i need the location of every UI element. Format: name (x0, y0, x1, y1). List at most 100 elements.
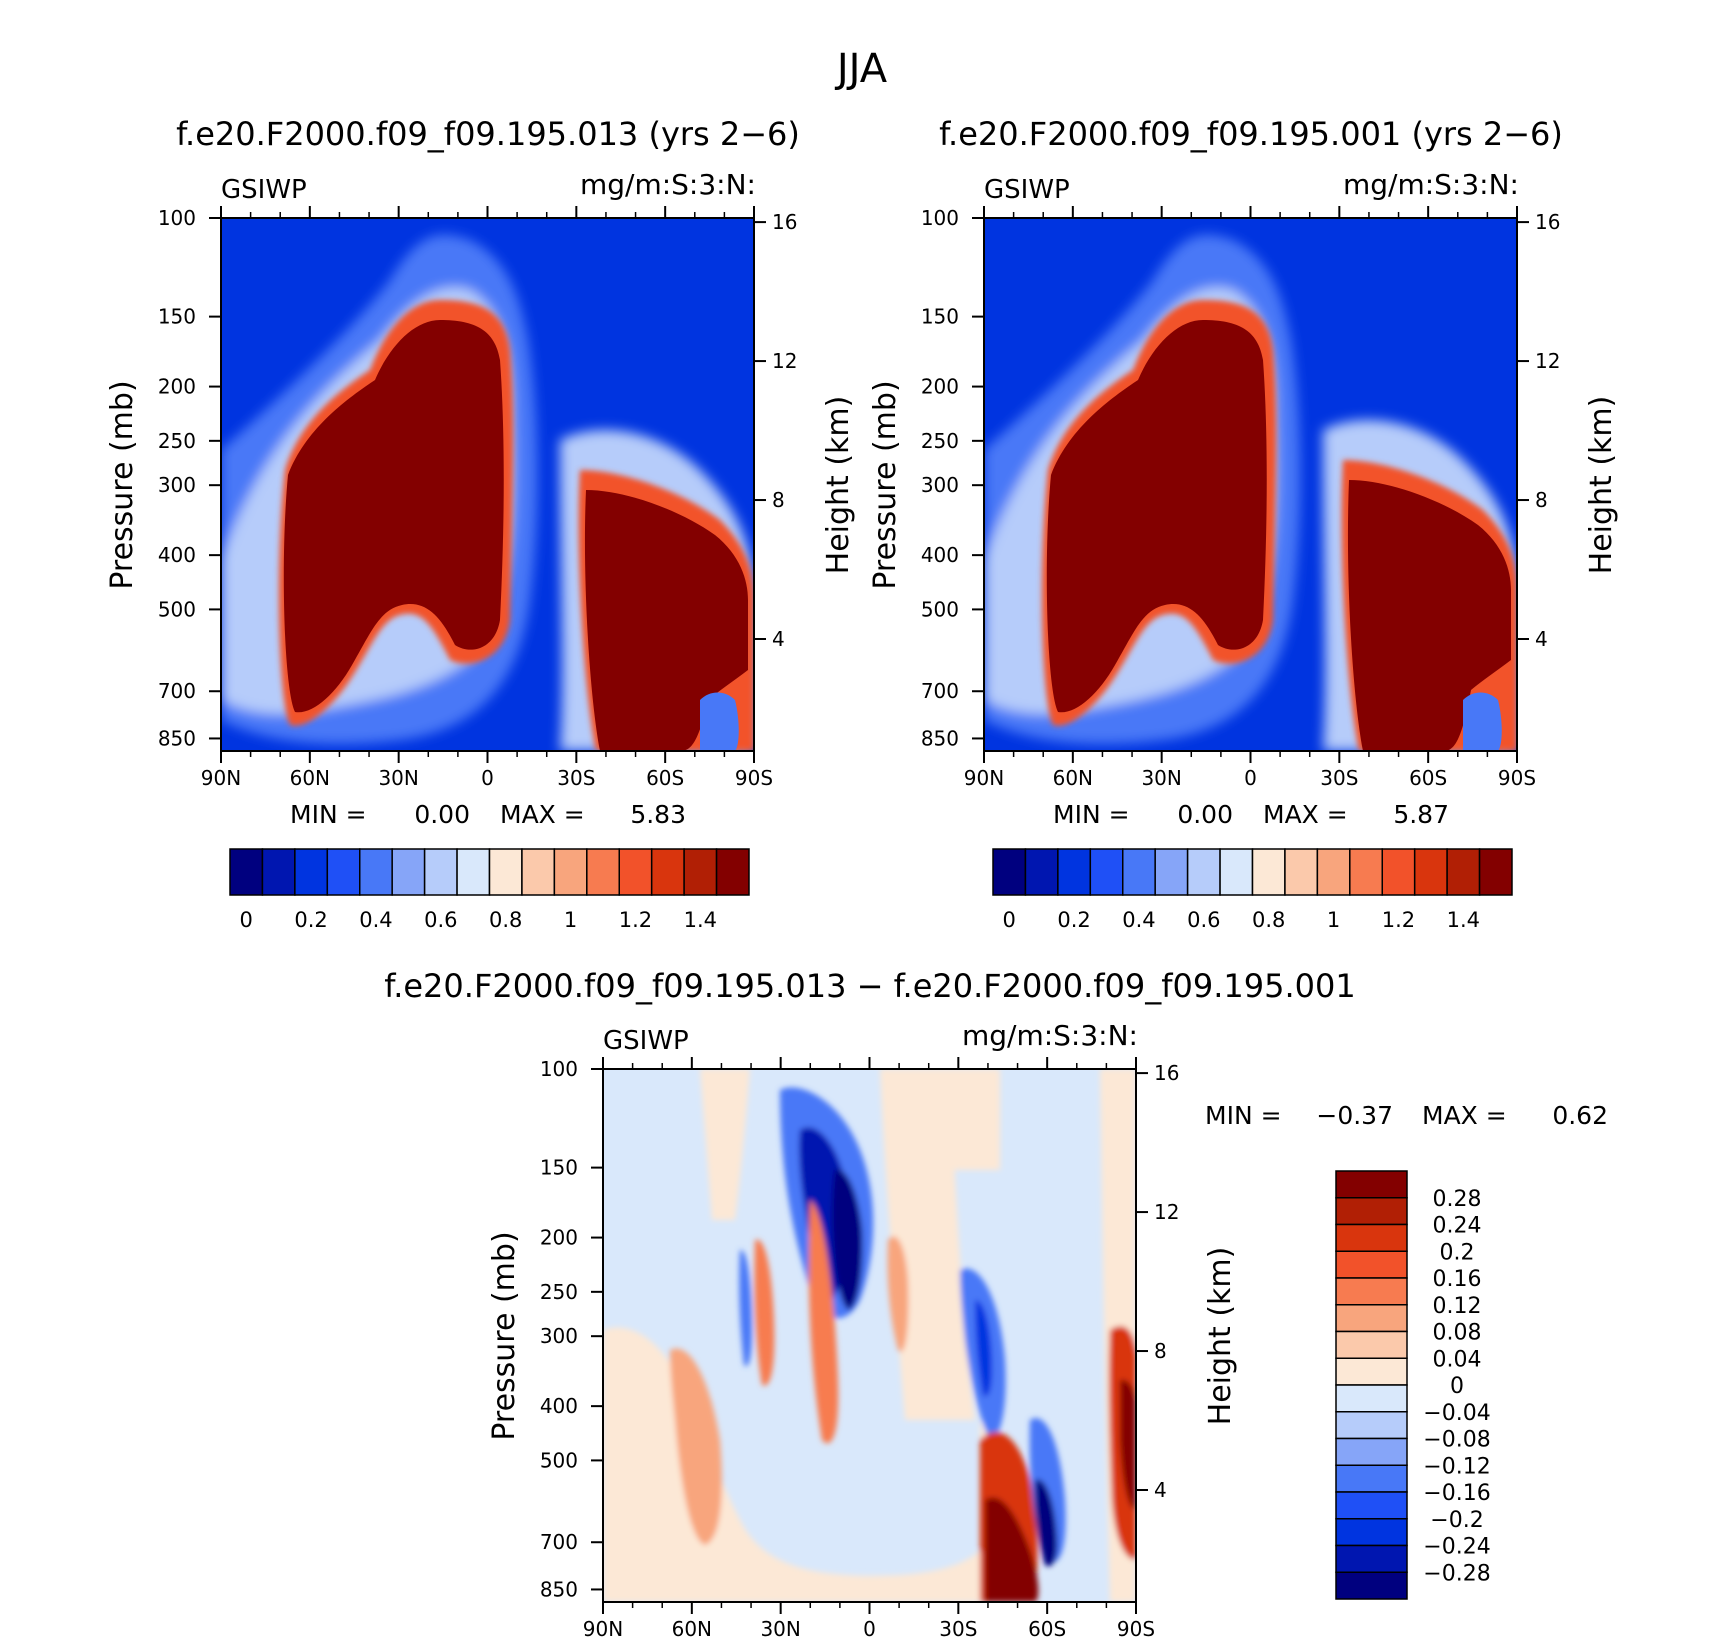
colorbar-swatch (261, 848, 296, 896)
colorbar-swatch (1335, 1571, 1408, 1600)
colorbar-swatch (715, 848, 750, 896)
colorbar-label: 1.2 (1382, 908, 1415, 932)
colorbar-swatch (1057, 848, 1092, 896)
x-tick-label: 30N (378, 766, 418, 790)
y-tick-label: 700 (540, 1530, 578, 1554)
colorbar-swatch (1335, 1544, 1408, 1573)
colorbar-swatch (1251, 848, 1286, 896)
colorbar-label: −0.2 (1430, 1508, 1483, 1533)
y2-tick-label: 12 (1154, 1200, 1179, 1224)
colorbar-swatch (1335, 1411, 1408, 1440)
colorbar-swatch (423, 848, 458, 896)
colorbar-swatch (391, 848, 426, 896)
panel-diff-title: f.e20.F2000.f09_f09.195.013 − f.e20.F200… (384, 967, 1356, 1005)
y-tick-label: 400 (921, 543, 959, 567)
colorbar-swatch (1024, 848, 1059, 896)
panel-diff-max-value: 0.62 (1552, 1101, 1608, 1130)
x-tick-label: 60S (1409, 766, 1447, 790)
x-tick-label: 90N (201, 766, 241, 790)
colorbar-swatch (1335, 1223, 1408, 1252)
x-tick-label: 30S (1320, 766, 1358, 790)
colorbar-swatch (1335, 1384, 1408, 1413)
colorbar-swatch (1335, 1304, 1408, 1333)
colorbar-label: −0.08 (1423, 1428, 1490, 1453)
colorbar-swatch (1186, 848, 1221, 896)
y2-tick-label: 8 (1535, 488, 1548, 512)
y2-tick-label: 16 (1535, 210, 1560, 234)
panel-diff-left-label: GSIWP (603, 1026, 689, 1056)
panel-diff-x-axis: 90N 60N 30N 0 30S 60S 90S (583, 1057, 1155, 1639)
colorbar-swatch (294, 848, 329, 896)
panel-diff-y2label: Height (km) (1203, 1247, 1238, 1426)
x-tick-label: 0 (863, 1617, 876, 1639)
panel-013-x-axis: 90N 60N 30N 0 30S 60S 90S (201, 206, 773, 790)
colorbar-label: 1.2 (619, 908, 652, 932)
colorbar-swatch (1349, 848, 1383, 896)
colorbar-label: 0.08 (1433, 1321, 1482, 1346)
panel-001-right-label: mg/m:S:3:N: (1343, 168, 1519, 201)
colorbar-swatch (586, 848, 620, 896)
x-tick-label: 0 (481, 766, 494, 790)
x-tick-label: 60S (646, 766, 684, 790)
panel-013-left-label: GSIWP (221, 175, 307, 205)
panel-013-y2label: Height (km) (821, 396, 856, 575)
colorbar-swatch (521, 848, 556, 896)
y-tick-label: 100 (540, 1057, 578, 1081)
y-tick-label: 500 (921, 597, 959, 621)
panel-001-y2label: Height (km) (1584, 396, 1619, 575)
y-tick-label: 850 (540, 1577, 578, 1601)
y-tick-label: 850 (921, 726, 959, 750)
colorbar-swatch (1122, 848, 1156, 896)
colorbar-label: 0 (240, 908, 253, 932)
panel-013-min-value: 0.00 (414, 800, 470, 829)
colorbar-label: 0.6 (1187, 908, 1220, 932)
colorbar-swatch (1446, 848, 1481, 896)
colorbar-label: −0.16 (1423, 1481, 1490, 1506)
colorbar-label: 0.6 (424, 908, 457, 932)
colorbar-label: −0.24 (1423, 1535, 1490, 1560)
colorbar-label: 0.2 (1440, 1240, 1475, 1265)
panel-diff-y-axis: 100 150 200 250 300 400 500 700 850 (540, 1057, 603, 1601)
colorbar-swatch (1335, 1437, 1408, 1466)
y-tick-label: 100 (921, 206, 959, 230)
y-tick-label: 250 (921, 429, 959, 453)
panel-013: f.e20.F2000.f09_f09.195.013 (yrs 2−6) GS… (105, 115, 856, 932)
colorbar-swatch (1335, 1330, 1408, 1359)
colorbar-swatch (1316, 848, 1351, 896)
y-tick-label: 500 (540, 1448, 578, 1472)
colorbar-label: 0.16 (1433, 1267, 1482, 1292)
x-tick-label: 30N (760, 1617, 800, 1639)
colorbar-swatch (553, 848, 588, 896)
panel-diff: f.e20.F2000.f09_f09.195.013 − f.e20.F200… (384, 967, 1608, 1639)
y-tick-label: 300 (921, 473, 959, 497)
colorbar-label: 1 (1327, 908, 1340, 932)
colorbar-label: 0.8 (489, 908, 522, 932)
panel-diff-colorbar: 0.280.240.20.160.120.080.040−0.04−0.08−0… (1335, 1170, 1491, 1600)
x-tick-label: 90S (735, 766, 773, 790)
panel-001-title: f.e20.F2000.f09_f09.195.001 (yrs 2−6) (939, 115, 1563, 153)
colorbar-label: 0.24 (1433, 1214, 1482, 1239)
x-tick-label: 30N (1141, 766, 1181, 790)
panel-013-title: f.e20.F2000.f09_f09.195.013 (yrs 2−6) (176, 115, 800, 153)
x-tick-label: 30S (557, 766, 595, 790)
x-tick-label: 90S (1498, 766, 1536, 790)
colorbar-label: −0.12 (1423, 1454, 1490, 1479)
panel-001-min-value: 0.00 (1177, 800, 1233, 829)
x-tick-label: 30S (939, 1617, 977, 1639)
panel-013-max-label: MAX = (500, 800, 585, 829)
colorbar-swatch (1089, 848, 1124, 896)
y-tick-label: 250 (158, 429, 196, 453)
y2-tick-label: 4 (772, 627, 785, 651)
panel-001-y-axis: 100 150 200 250 300 400 500 700 850 (921, 206, 984, 750)
y-tick-label: 700 (921, 679, 959, 703)
x-tick-label: 90S (1117, 1617, 1155, 1639)
colorbar-swatch (1335, 1277, 1408, 1306)
colorbar-swatch (1413, 848, 1448, 896)
x-tick-label: 60N (1053, 766, 1093, 790)
colorbar-swatch (1335, 1518, 1408, 1547)
y-tick-label: 200 (921, 375, 959, 399)
y2-tick-label: 12 (1535, 349, 1560, 373)
panel-013-max-value: 5.83 (630, 800, 686, 829)
x-tick-label: 60N (290, 766, 330, 790)
panel-013-field (221, 218, 754, 751)
